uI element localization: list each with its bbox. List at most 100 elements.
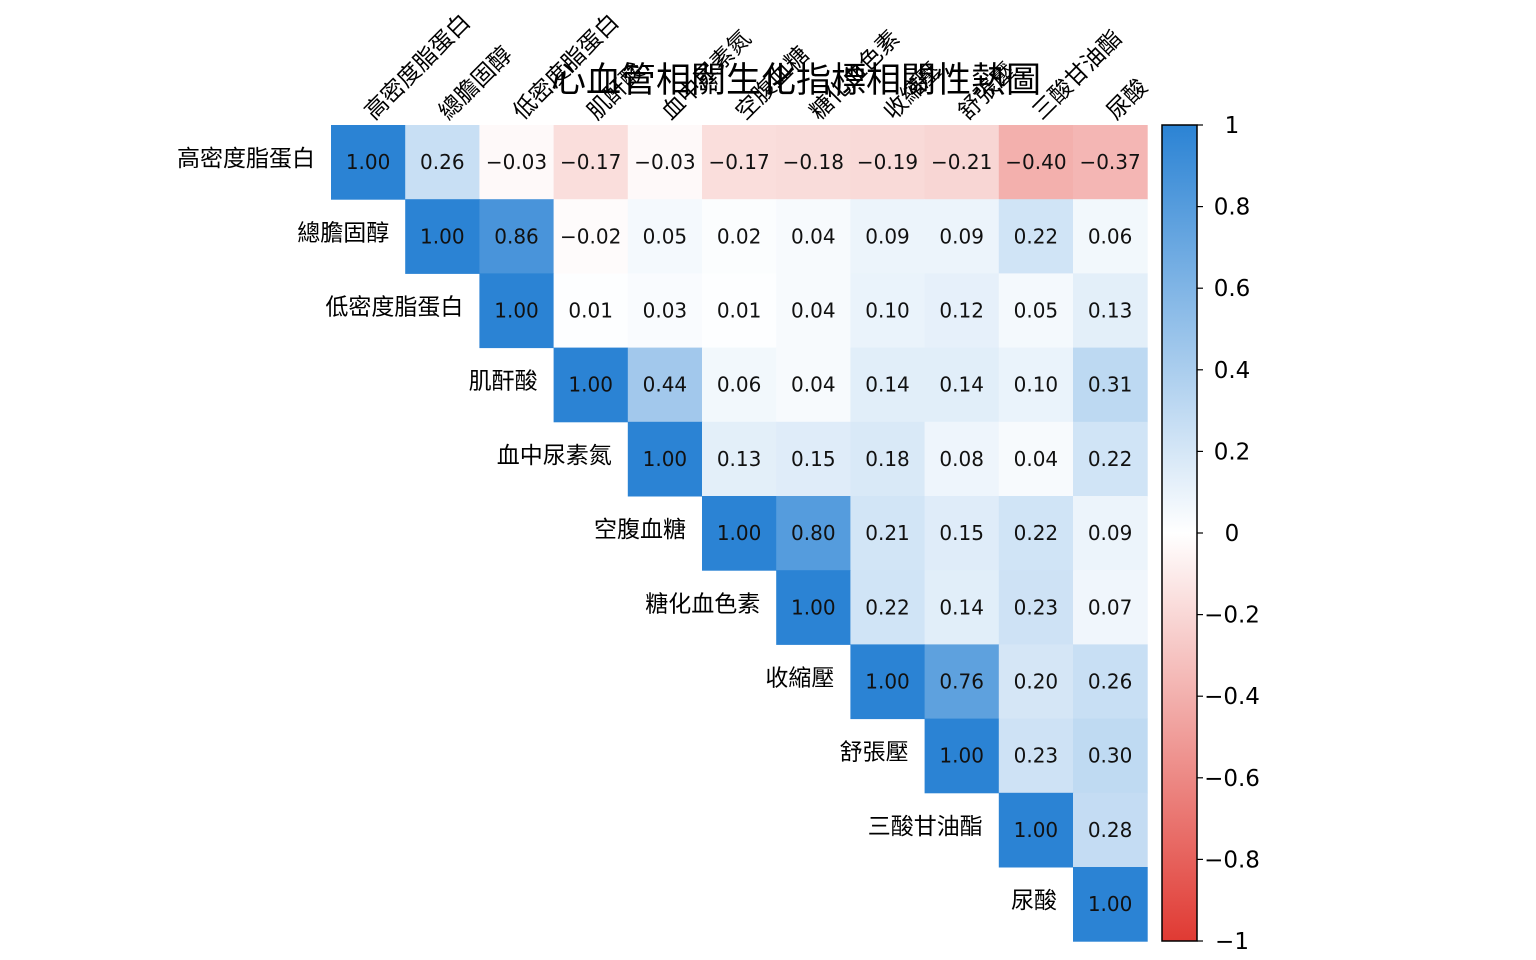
heatmap-cell: −0.18 — [776, 125, 851, 200]
cell-rect — [1073, 644, 1148, 720]
cell-rect — [627, 125, 703, 200]
cell-rect — [924, 718, 1000, 794]
cell-rect — [850, 421, 926, 497]
heatmap-cell: 1.00 — [405, 199, 480, 274]
heatmap-cell: 0.05 — [627, 199, 703, 274]
heatmap-cell: 0.22 — [850, 570, 926, 645]
cell-value: 0.30 — [1088, 744, 1133, 768]
cell-value: 0.13 — [1088, 299, 1133, 323]
cell-value: 0.14 — [865, 373, 910, 397]
cell-rect — [553, 125, 629, 200]
cell-value: 0.10 — [865, 299, 910, 323]
row-label: 血中尿素氮 — [497, 443, 612, 469]
cell-value: 0.04 — [1014, 447, 1059, 471]
cell-value: 0.14 — [939, 373, 984, 397]
cell-rect — [1073, 199, 1148, 274]
cell-value: 0.86 — [494, 224, 539, 248]
heatmap-cell: −0.21 — [924, 125, 1000, 200]
cell-value: −0.02 — [560, 224, 621, 248]
row-label: 肌酐酸 — [469, 369, 538, 395]
cell-rect — [776, 421, 851, 497]
cell-rect — [627, 347, 703, 423]
heatmap-cell: 0.10 — [998, 347, 1074, 423]
cell-value: 0.22 — [865, 595, 910, 619]
cell-rect — [479, 273, 555, 349]
cell-rect — [998, 273, 1074, 349]
heatmap-cell: 0.04 — [776, 347, 851, 423]
cell-rect — [998, 125, 1074, 200]
cell-rect — [1073, 273, 1148, 349]
cell-rect — [998, 421, 1074, 497]
cell-rect — [553, 273, 629, 349]
cell-value: 0.06 — [717, 373, 762, 397]
colorbar-tick-label: 0.4 — [1214, 358, 1251, 384]
cell-rect — [924, 199, 1000, 274]
cell-value: 0.08 — [939, 447, 984, 471]
heatmap-cell: −0.02 — [553, 199, 629, 274]
cell-value: 0.06 — [1088, 224, 1133, 248]
heatmap-cell: 0.04 — [998, 421, 1074, 497]
cell-rect — [553, 347, 629, 423]
row-label: 糖化血色素 — [645, 591, 760, 617]
cell-rect — [627, 199, 703, 274]
column-label: 尿酸 — [1102, 74, 1153, 125]
cell-value: 0.07 — [1088, 595, 1133, 619]
row-label: 三酸甘油酯 — [868, 814, 983, 840]
heatmap-cell: 0.26 — [405, 125, 480, 200]
cell-value: 0.13 — [717, 447, 762, 471]
cell-value: −0.03 — [486, 150, 547, 174]
cell-value: 1.00 — [791, 595, 836, 619]
heatmap-cell: 0.31 — [1073, 347, 1148, 423]
heatmap-cell: 0.10 — [850, 273, 926, 349]
heatmap-cell: 0.12 — [924, 273, 1000, 349]
cell-rect — [998, 644, 1074, 720]
cell-rect — [998, 199, 1074, 274]
heatmap-cell: 0.13 — [702, 421, 777, 497]
cell-rect — [1073, 867, 1148, 942]
cell-rect — [1073, 347, 1148, 423]
heatmap-cell: 0.30 — [1073, 718, 1148, 794]
cell-rect — [924, 125, 1000, 200]
cell-rect — [1073, 792, 1148, 868]
cell-rect — [850, 496, 926, 571]
heatmap-cell: 0.01 — [702, 273, 777, 349]
cell-rect — [1073, 496, 1148, 571]
cell-rect — [850, 347, 926, 423]
heatmap-cell: 1.00 — [924, 718, 1000, 794]
cell-value: 0.76 — [939, 670, 984, 694]
cell-rect — [998, 496, 1074, 571]
heatmap-cell: 1.00 — [553, 347, 629, 423]
heatmap-cell: 0.06 — [1073, 199, 1148, 274]
cell-rect — [702, 273, 777, 349]
cell-rect — [850, 125, 926, 200]
cell-value: 0.23 — [1014, 595, 1059, 619]
cell-rect — [405, 125, 480, 200]
cell-rect — [998, 347, 1074, 423]
cell-value: 0.09 — [865, 224, 910, 248]
cell-rect — [850, 199, 926, 274]
colorbar-tick-label: −0.2 — [1204, 603, 1260, 629]
heatmap-cell: 0.08 — [924, 421, 1000, 497]
cell-rect — [702, 125, 777, 200]
colorbar-gradient — [1161, 124, 1198, 942]
cell-value: 0.05 — [1014, 299, 1059, 323]
row-label: 舒張壓 — [840, 740, 909, 766]
cell-rect — [998, 570, 1074, 645]
row-label: 空腹血糖 — [594, 517, 686, 543]
cell-value: 0.01 — [568, 299, 613, 323]
cell-value: 0.04 — [791, 299, 836, 323]
cell-value: 0.01 — [717, 299, 762, 323]
cell-rect — [776, 273, 851, 349]
heatmap-cell: −0.40 — [998, 125, 1074, 200]
cell-rect — [776, 496, 851, 571]
heatmap-cell: 1.00 — [1073, 867, 1148, 942]
cell-rect — [924, 496, 1000, 571]
heatmap-cell: 1.00 — [479, 273, 555, 349]
cell-value: 0.05 — [643, 224, 688, 248]
cell-rect — [998, 718, 1074, 794]
cell-rect — [1073, 421, 1148, 497]
cell-value: 1.00 — [494, 299, 539, 323]
heatmap-cell: 0.14 — [924, 347, 1000, 423]
chart-title: 心血管相關生化指標相關性熱圖 — [551, 61, 1041, 101]
cell-rect — [405, 199, 480, 274]
